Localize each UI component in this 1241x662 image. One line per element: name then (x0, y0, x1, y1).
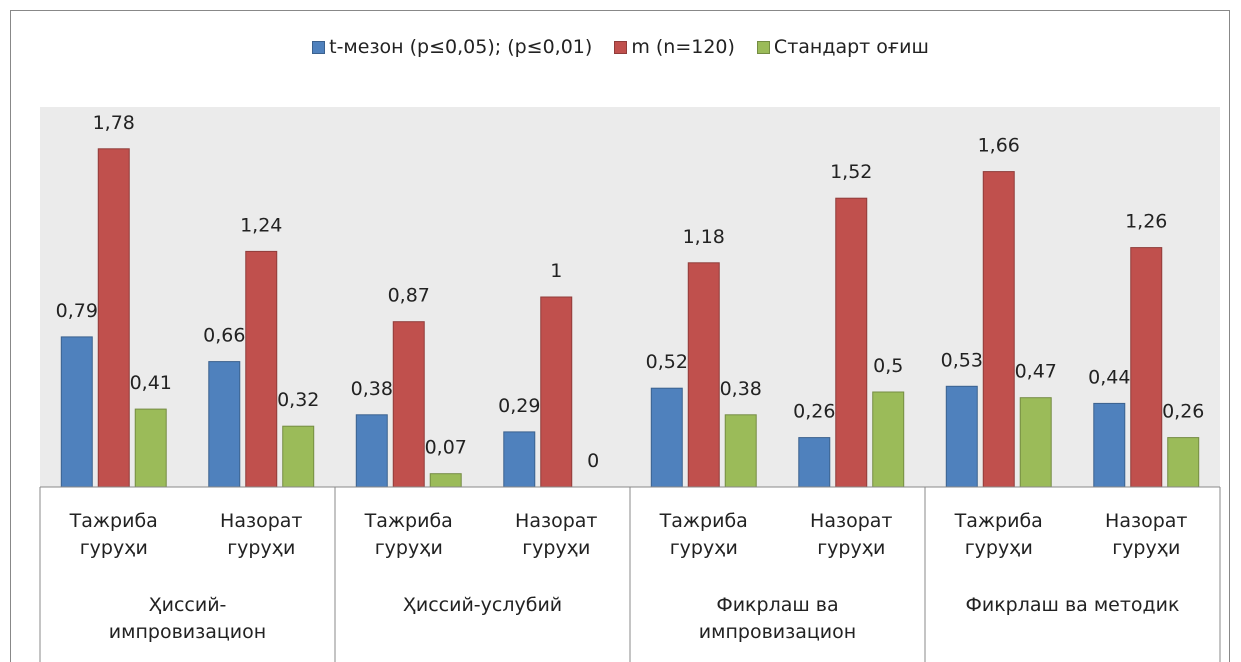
bar (429, 473, 462, 488)
bar (134, 408, 167, 488)
chart-frame (10, 10, 1230, 662)
data-label: 0,29 (498, 395, 540, 417)
bar (282, 425, 315, 488)
bar (355, 414, 388, 488)
bar (245, 250, 278, 488)
data-label: 1,24 (240, 214, 282, 236)
data-label: 1,66 (978, 135, 1020, 157)
bar (1167, 437, 1200, 488)
data-label: 0,38 (720, 378, 762, 400)
group-label: Фикрлаш ва методик (965, 594, 1180, 616)
data-label: 0,32 (277, 389, 319, 411)
bar (724, 414, 757, 488)
data-label: 1 (550, 260, 562, 282)
data-label: 1,26 (1125, 211, 1167, 233)
legend-item: Стандарт оғиш (756, 36, 929, 58)
data-label: 0,38 (351, 378, 393, 400)
data-label: 0,52 (646, 351, 688, 373)
legend-label: Стандарт оғиш (773, 36, 929, 58)
data-label: 0,44 (1088, 366, 1130, 388)
bar (60, 336, 93, 488)
bar (835, 197, 868, 488)
data-label: 0,87 (388, 285, 430, 307)
bar (503, 431, 536, 488)
x-tick-label: Назорат гуруҳи (220, 510, 303, 559)
legend-item: t-мезон (p≤0,05); (p≤0,01) (312, 36, 592, 58)
data-label: 0,5 (873, 355, 903, 377)
data-label: 0,41 (130, 372, 172, 394)
x-tick-label: Назорат гуруҳи (515, 510, 598, 559)
bar (1093, 402, 1126, 488)
data-label: 0,53 (941, 349, 983, 371)
data-label: 1,78 (93, 112, 135, 134)
data-label: 0,07 (425, 437, 467, 459)
bar (872, 391, 905, 488)
bar (687, 262, 720, 488)
bar (650, 387, 683, 488)
x-tick-label: Тажриба гуруҳи (364, 510, 453, 559)
data-label: 0 (587, 450, 599, 472)
data-label: 0,79 (56, 300, 98, 322)
bar (798, 437, 831, 488)
bar (540, 296, 573, 488)
legend-item: m (n=120) (614, 36, 735, 58)
data-label: 0,26 (1162, 401, 1204, 423)
bar (392, 321, 425, 488)
data-label: 0,66 (203, 325, 245, 347)
data-label: 1,18 (683, 226, 725, 248)
legend: t-мезон (p≤0,05); (p≤0,01) m (n=120) Станд… (0, 36, 1241, 58)
bar (97, 148, 130, 488)
data-label: 0,26 (793, 401, 835, 423)
bar (208, 361, 241, 488)
x-tick-label: Тажриба гуруҳи (69, 510, 158, 559)
group-label: Фикрлаш ва импровизацион (698, 594, 857, 643)
data-label: 1,52 (830, 161, 872, 183)
x-tick-label: Назорат гуруҳи (1105, 510, 1188, 559)
legend-swatch (756, 40, 770, 54)
legend-label: t-мезон (p≤0,05); (p≤0,01) (329, 36, 593, 58)
bar (1130, 247, 1163, 488)
legend-swatch (614, 40, 628, 54)
bar (945, 385, 978, 488)
x-tick-label: Тажриба гуруҳи (659, 510, 748, 559)
legend-label: m (n=120) (631, 36, 735, 58)
x-tick-label: Тажриба гуруҳи (954, 510, 1043, 559)
legend-swatch (312, 40, 326, 54)
group-label: Ҳиссий-импровизацион (108, 594, 267, 643)
x-tick-label: Назорат гуруҳи (810, 510, 893, 559)
group-label: Ҳиссий-услубий (402, 594, 563, 616)
bar (1019, 397, 1052, 488)
data-label: 0,47 (1015, 361, 1057, 383)
bar (982, 171, 1015, 488)
